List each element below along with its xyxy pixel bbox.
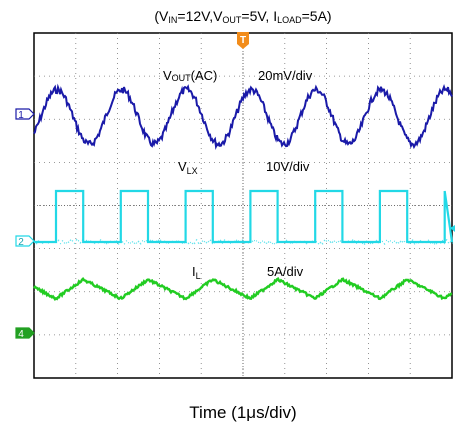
ch2-trace-noise — [33, 238, 454, 246]
ch2-scale: 10V/div — [266, 159, 310, 174]
scope-grid — [34, 33, 452, 378]
ch1-marker: 1 — [15, 108, 35, 121]
ch2-marker: 2 — [15, 235, 35, 248]
svg-text:2: 2 — [18, 237, 24, 248]
svg-text:4: 4 — [18, 329, 24, 340]
waveform-traces — [32, 83, 454, 302]
trigger-marker: T — [237, 32, 249, 49]
ch1-trace — [33, 83, 453, 151]
ch2-label: VLX — [178, 159, 198, 176]
ch1-label: VOUT(AC) — [163, 68, 217, 83]
svg-text:T: T — [240, 35, 246, 46]
ch2-offscreen-arrow — [450, 225, 455, 232]
ch1-scale: 20mV/div — [258, 68, 313, 83]
chart-title: (VIN=12V,VOUT=5V, ILOAD=5A) — [154, 8, 331, 25]
ch4-label: IL — [192, 264, 201, 281]
ch4-marker: 4 — [15, 327, 35, 340]
svg-text:1: 1 — [18, 110, 24, 121]
ch4-trace — [32, 277, 453, 302]
x-axis-label: Time (1μs/div) — [189, 403, 296, 422]
ch4-scale: 5A/div — [267, 264, 304, 279]
